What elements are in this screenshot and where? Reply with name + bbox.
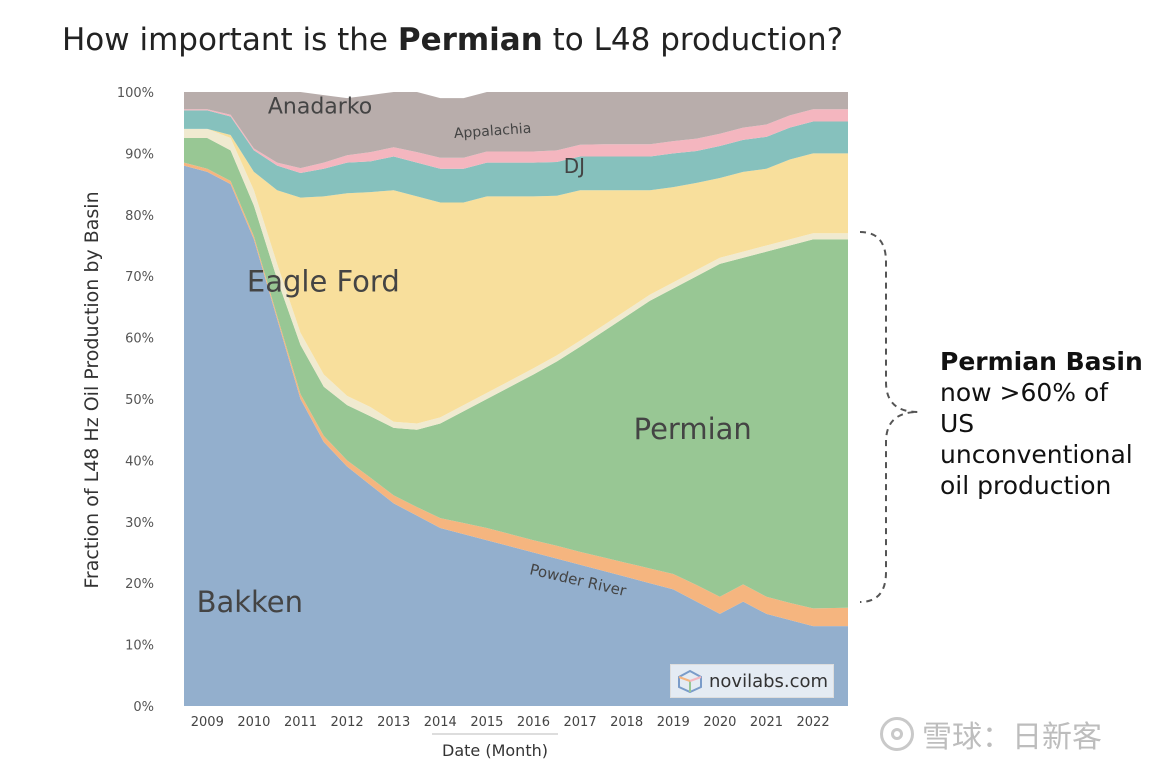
y-tick-label: 30% [125,516,154,531]
x-axis-ticks: 2009 2010 2011 2012 2013 2014 2015 2016 2017 2018… [191,715,830,735]
area-eagle-ford [184,128,848,424]
y-tick-label: 80% [125,209,154,224]
y-tick-label: 70% [125,270,154,285]
x-tick-label: 2020 [703,715,736,730]
x-tick-label: 2018 [610,715,643,730]
title-bold: Permian [397,22,543,58]
x-tick-label: 2011 [284,715,317,730]
credit-text: novilabs.com [709,670,829,692]
area-layer [184,92,848,706]
area-anadarko [184,92,848,169]
x-tick-label: 2016 [517,715,550,730]
area-dj [184,110,848,203]
annotation-bold: Permian Basin [940,347,1143,376]
series-label-eagle-ford: Eagle Ford [247,265,400,299]
x-tick-label: 2012 [331,715,364,730]
watermark: 雪球：日新客 [880,712,1102,756]
series-label-anadarko: Anadarko [268,94,372,119]
title-prefix: How important is the [62,22,398,58]
y-tick-label: 50% [125,393,154,408]
chart-title: How important is the Permian to L48 prod… [62,22,843,58]
x-tick-label: 2010 [237,715,270,730]
y-axis-ticks: 0% 10% 20% 30% 40% 50% 60% 70% 80% 90% 100% [117,86,154,715]
area-permian [184,138,848,609]
x-axis-label: Date (Month) [442,741,548,760]
y-tick-label: 100% [117,86,154,101]
y-tick-label: 0% [133,700,154,715]
x-tick-label: 2017 [564,715,597,730]
y-tick-label: 60% [125,332,154,347]
y-tick-label: 20% [125,577,154,592]
series-label-permian: Permian [634,412,752,446]
y-tick-label: 40% [125,454,154,469]
x-tick-label: 2019 [657,715,690,730]
series-label-appalachia: Appalachia [453,121,531,142]
xueqiu-logo-icon [880,717,914,751]
x-tick-label: 2022 [797,715,830,730]
y-axis-label: Fraction of L48 Hz Oil Production by Bas… [81,191,103,588]
bracket [859,231,919,603]
watermark-text: 雪球：日新客 [922,720,1102,755]
y-tick-label: 90% [125,147,154,162]
novilabs-cube-icon [678,669,702,693]
y-tick-label: 10% [125,639,154,654]
area-bakken [184,165,848,706]
x-tick-label: 2015 [470,715,503,730]
series-label-dj: DJ [564,154,585,178]
area-appalachia [184,109,848,174]
x-tick-label: 2014 [424,715,457,730]
annotation: Permian Basin now >60% of US unconventio… [940,346,1150,501]
annotation-rest: now >60% of US unconventional oil produc… [940,378,1133,500]
x-tick-label: 2009 [191,715,224,730]
x-tick-label: 2013 [377,715,410,730]
series-label-bakken: Bakken [197,585,303,619]
title-suffix: to L48 production? [542,22,844,58]
x-tick-label: 2021 [750,715,783,730]
credit-badge: novilabs.com [670,664,834,698]
